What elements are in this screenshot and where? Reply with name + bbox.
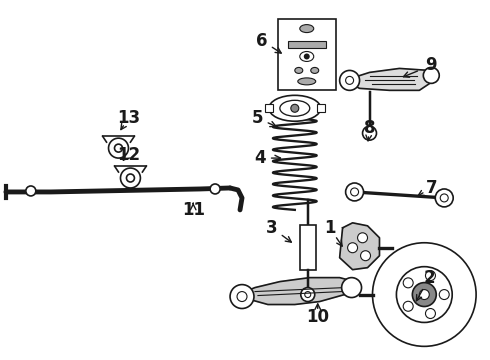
Circle shape xyxy=(423,67,439,84)
Text: 12: 12 xyxy=(117,146,140,164)
Circle shape xyxy=(363,126,376,140)
Text: 9: 9 xyxy=(425,57,437,75)
Circle shape xyxy=(396,267,452,323)
Circle shape xyxy=(435,189,453,207)
Text: 2: 2 xyxy=(423,269,435,287)
Circle shape xyxy=(403,278,413,288)
Bar xyxy=(278,19,336,90)
Circle shape xyxy=(361,251,370,261)
Text: 10: 10 xyxy=(306,309,329,327)
Text: 11: 11 xyxy=(182,201,205,219)
Circle shape xyxy=(413,283,436,306)
Circle shape xyxy=(425,309,436,319)
Circle shape xyxy=(108,138,128,158)
Circle shape xyxy=(347,243,358,253)
Circle shape xyxy=(372,243,476,346)
Circle shape xyxy=(425,271,436,280)
Circle shape xyxy=(121,168,141,188)
Ellipse shape xyxy=(269,95,321,121)
Ellipse shape xyxy=(300,24,314,32)
Circle shape xyxy=(301,288,315,302)
Text: 5: 5 xyxy=(252,109,264,127)
Text: 13: 13 xyxy=(117,109,140,127)
Circle shape xyxy=(342,278,362,298)
Polygon shape xyxy=(340,223,379,270)
Circle shape xyxy=(403,301,413,311)
Circle shape xyxy=(210,184,220,194)
Text: 3: 3 xyxy=(266,219,278,237)
Polygon shape xyxy=(344,68,434,90)
Ellipse shape xyxy=(311,67,319,73)
Circle shape xyxy=(304,54,310,59)
Circle shape xyxy=(419,289,429,300)
Text: 4: 4 xyxy=(254,149,266,167)
Bar xyxy=(300,225,316,270)
Bar xyxy=(317,104,325,112)
Text: 8: 8 xyxy=(364,119,375,137)
Ellipse shape xyxy=(298,78,316,85)
Circle shape xyxy=(439,289,449,300)
Circle shape xyxy=(358,233,368,243)
Text: 1: 1 xyxy=(324,219,336,237)
Circle shape xyxy=(345,183,364,201)
Circle shape xyxy=(26,186,36,196)
Circle shape xyxy=(230,285,254,309)
Text: 6: 6 xyxy=(256,32,268,50)
Polygon shape xyxy=(238,278,355,305)
Circle shape xyxy=(291,104,299,112)
Text: 7: 7 xyxy=(425,179,437,197)
Ellipse shape xyxy=(295,67,303,73)
Bar xyxy=(265,104,273,112)
Bar xyxy=(288,41,326,48)
Circle shape xyxy=(340,71,360,90)
